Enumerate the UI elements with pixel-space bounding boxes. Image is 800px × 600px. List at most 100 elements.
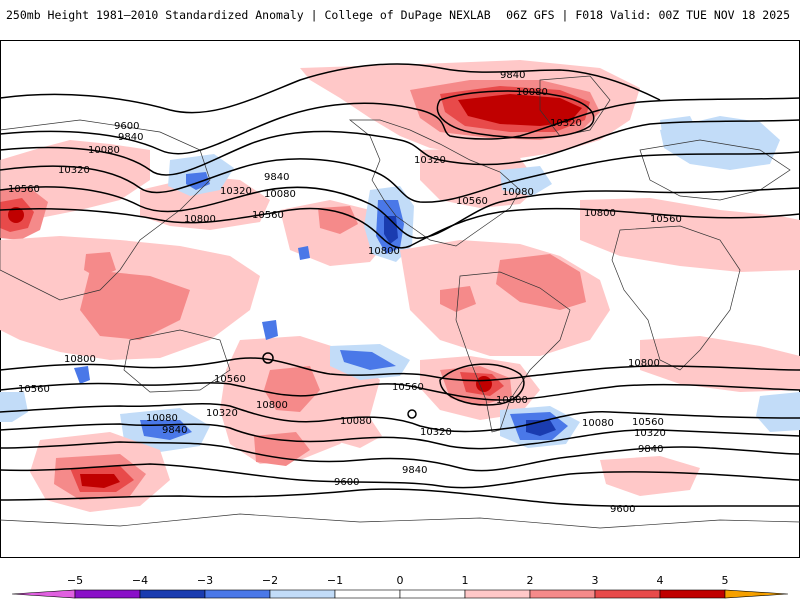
- legend-swatch: [139, 589, 206, 599]
- legend-bar: [11, 589, 789, 599]
- contour-label: 10800: [256, 400, 288, 411]
- anomaly-neg1: [660, 116, 696, 134]
- legend-ticks: −5 −4 −3 −2 −1 0 1 2 3 4 5: [67, 574, 729, 587]
- anomaly-pos2: [84, 252, 116, 278]
- contour-label: 10560: [392, 382, 424, 393]
- contour-label: 10320: [58, 165, 90, 176]
- anomaly-neg1: [500, 166, 552, 196]
- anomaly-neg2: [262, 320, 278, 340]
- legend-tick-label: −2: [262, 574, 278, 587]
- contour-line: [0, 151, 800, 203]
- contour-label: 10560: [8, 184, 40, 195]
- contour-line: [0, 402, 800, 433]
- anomaly-pos2: [264, 366, 320, 412]
- anomaly-pos1: [140, 176, 270, 230]
- contour-line: [0, 63, 661, 114]
- coastline-greenland: [539, 75, 611, 137]
- contour-closed: [262, 352, 274, 364]
- legend-swatch: [334, 589, 401, 599]
- anomaly-map: 9840 10080 10320 9600 9840 10080 10320 1…: [0, 40, 800, 558]
- contour-label: 9600: [334, 477, 359, 488]
- coastlines: [0, 75, 800, 529]
- coastline-antarctica: [0, 513, 800, 529]
- coastline-australia: [123, 329, 231, 393]
- contour-line: [0, 423, 800, 450]
- legend-swatch: [529, 589, 596, 599]
- contour-line: [439, 363, 525, 406]
- contour-label: 10800: [496, 395, 528, 406]
- contour-label: 9840: [264, 172, 289, 183]
- legend-tick-label: 4: [657, 574, 664, 587]
- coastline-north-america: [349, 119, 521, 247]
- legend-tick-label: −3: [197, 574, 213, 587]
- contour-label: 10800: [584, 208, 616, 219]
- contour-label: 10800: [64, 354, 96, 365]
- contour-line: [0, 488, 800, 508]
- contour-line: [0, 357, 800, 382]
- contour-label: 10080: [88, 145, 120, 156]
- anomaly-shading: [0, 60, 800, 512]
- legend-swatch: [269, 589, 336, 599]
- contour-label: 10800: [628, 358, 660, 369]
- contour-label: 10080: [340, 416, 372, 427]
- contour-line: [0, 207, 800, 249]
- contour-line: [0, 186, 800, 239]
- contour-closed: [407, 409, 417, 419]
- contour-label: 10080: [516, 87, 548, 98]
- anomaly-pos4: [476, 376, 492, 392]
- contour-label: 10800: [184, 214, 216, 225]
- anomaly-neg2: [298, 246, 310, 260]
- legend-tick-label: −5: [67, 574, 83, 587]
- contour-label: 10560: [252, 210, 284, 221]
- contour-label: 10320: [220, 186, 252, 197]
- contour-label: 9840: [162, 425, 187, 436]
- contour-label: 10560: [456, 196, 488, 207]
- anomaly-neg2: [74, 366, 90, 384]
- contour-label: 10560: [632, 417, 664, 428]
- legend-tick-label: 1: [462, 574, 469, 587]
- map-header: 250mb Height 1981–2010 Standardized Anom…: [0, 8, 800, 24]
- contour-label: 10800: [368, 246, 400, 257]
- legend-tick-label: 5: [722, 574, 729, 587]
- legend-tick-label: 3: [592, 574, 599, 587]
- model-valid-time: 06Z GFS | F018 Valid: 00Z TUE NOV 18 202…: [506, 8, 790, 22]
- legend-tick-label: 0: [397, 574, 404, 587]
- contour-labels: 9840 10080 10320 9600 9840 10080 10320 1…: [8, 70, 682, 515]
- anomaly-neg1: [0, 392, 28, 422]
- legend-swatch: [74, 589, 141, 599]
- anomaly-pos1: [580, 198, 800, 272]
- contour-label: 9600: [114, 121, 139, 132]
- contour-line: [0, 382, 800, 401]
- contour-line: [436, 90, 595, 139]
- contour-line: [0, 119, 800, 176]
- anomaly-pos2: [80, 270, 190, 340]
- contour-label: 10320: [414, 155, 446, 166]
- map-title: 250mb Height 1981–2010 Standardized Anom…: [6, 8, 491, 22]
- contour-label: 9600: [610, 504, 635, 515]
- contour-label: 10080: [502, 187, 534, 198]
- legend-swatch: [659, 589, 726, 599]
- contour-label: 10560: [214, 374, 246, 385]
- contour-label: 10080: [582, 418, 614, 429]
- anomaly-neg2: [340, 350, 396, 370]
- legend-tick-label: −1: [327, 574, 343, 587]
- contour-label: 10320: [420, 427, 452, 438]
- anomaly-pos4: [80, 474, 120, 488]
- legend-swatch: [399, 589, 466, 599]
- contour-label: 10320: [206, 408, 238, 419]
- contour-label: 9840: [500, 70, 525, 81]
- legend-swatch: [594, 589, 661, 599]
- anomaly-pos1: [600, 456, 700, 496]
- contour-label: 9840: [118, 132, 143, 143]
- contour-label: 10080: [146, 413, 178, 424]
- legend-swatch: [204, 589, 271, 599]
- anomaly-pos1: [330, 418, 382, 448]
- anomaly-neg2: [186, 172, 210, 190]
- contour-label: 10560: [650, 214, 682, 225]
- legend-arrow-high: [724, 589, 789, 599]
- anomaly-pos4: [458, 94, 582, 126]
- contour-line: [0, 441, 800, 472]
- anomaly-pos2: [318, 206, 358, 234]
- contour-label: 10560: [18, 384, 50, 395]
- coastline-africa: [611, 225, 741, 371]
